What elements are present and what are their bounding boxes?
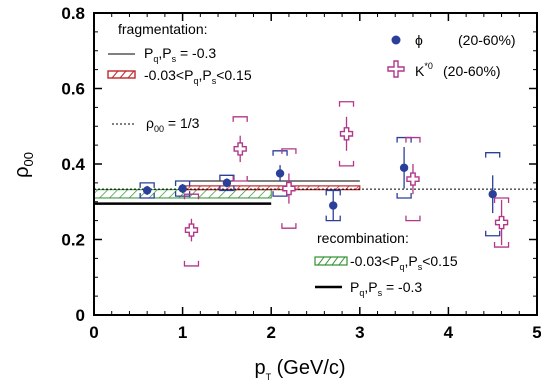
kstar-data-point [339, 127, 354, 141]
systematic-bracket-top [219, 174, 235, 181]
y-tick-label: 0.8 [61, 4, 85, 23]
systematic-bracket-top [232, 116, 248, 122]
legend-frag-band-swatch [107, 70, 136, 79]
axis-ticks: 0 1 2 3 4 5 0 0.2 0.4 0.6 0.8 [61, 4, 541, 342]
phi-data-point [275, 169, 285, 178]
x-tick-label: 0 [89, 323, 98, 342]
x-tick-label: 5 [532, 323, 541, 342]
legend-recomb-band-swatch [314, 256, 348, 266]
legend-kstar-name: K*0 [415, 61, 433, 79]
legend-rho-label: ρ00 = 1/3 [146, 115, 200, 134]
systematic-bracket-bottom [219, 185, 235, 192]
y-tick-label: 0.2 [61, 231, 85, 250]
systematic-bracket-bottom [396, 192, 412, 199]
x-axis-title-rest: (GeV/c) [271, 357, 345, 379]
systematic-bracket-top [139, 182, 155, 188]
legend-kstar-marker [387, 60, 405, 78]
y-tick-label: 0.4 [61, 155, 85, 174]
y-axis-title: ρ00 [11, 152, 36, 178]
legend-fragmentation-title: fragmentation: [118, 21, 208, 37]
legend-phi-label: (20-60%) [458, 32, 516, 48]
phi-data-point [399, 163, 409, 172]
y-axis-title-base: ρ [11, 167, 33, 178]
systematic-bracket-top [493, 197, 510, 203]
legend-phi-name: ϕ [415, 32, 423, 48]
systematic-bracket-top [396, 136, 412, 143]
legend-phi-marker [391, 35, 401, 45]
x-tick-label: 3 [355, 323, 364, 342]
x-axis-title-base: p [254, 357, 265, 379]
phi-data-point [222, 178, 232, 188]
systematic-bracket-top [281, 148, 297, 154]
x-tick-label: 1 [178, 323, 187, 342]
systematic-bracket-bottom [405, 215, 421, 222]
systematic-bracket-bottom [272, 191, 288, 197]
phi-data-point [488, 190, 497, 199]
systematic-bracket-top [183, 193, 200, 200]
systematic-bracket-bottom [183, 260, 200, 267]
legend-recomb-line-label: Pq,Ps = -0.3 [350, 279, 422, 298]
kstar-data-point [494, 215, 509, 230]
chart-marks [93, 101, 537, 267]
kstar-data-point [233, 142, 247, 156]
legend-recomb-band-label: -0.03<Pq,Ps<0.15 [350, 253, 458, 272]
phi-data-point [329, 201, 338, 210]
systematic-bracket-bottom [493, 242, 510, 248]
y-tick-label: 0 [76, 306, 85, 325]
x-tick-label: 2 [266, 323, 275, 342]
y-axis-title-sub: 00 [21, 152, 36, 166]
kstar-data-point [282, 181, 296, 196]
x-axis-title-sub: T [266, 372, 272, 382]
systematic-bracket-top [338, 101, 355, 107]
x-axis-title: pT (GeV/c) [254, 357, 345, 382]
y-tick-label: 0.6 [61, 80, 85, 99]
legend-recombination-title: recombination: [317, 230, 409, 246]
systematic-bracket-top [272, 150, 288, 156]
phi-data-point [178, 184, 187, 193]
systematic-bracket-top [405, 136, 421, 143]
systematic-bracket-bottom [232, 175, 248, 182]
legend-kstar-label: (20-60%) [443, 63, 501, 79]
systematic-bracket-bottom [139, 192, 155, 199]
systematic-bracket-bottom [485, 230, 501, 237]
systematic-bracket-top [485, 152, 501, 158]
kstar-data-point [184, 223, 199, 237]
systematic-bracket-bottom [281, 223, 297, 229]
x-tick-label: 4 [444, 323, 454, 342]
legend-frag-band-label: -0.03<Pq,Ps<0.15 [144, 67, 252, 86]
legend-frag-line-label: Pq,Ps = -0.3 [144, 45, 216, 64]
systematic-bracket-top [174, 180, 191, 186]
kstar-data-point [406, 172, 420, 186]
phi-data-point [142, 186, 152, 195]
systematic-bracket-bottom [338, 160, 355, 167]
